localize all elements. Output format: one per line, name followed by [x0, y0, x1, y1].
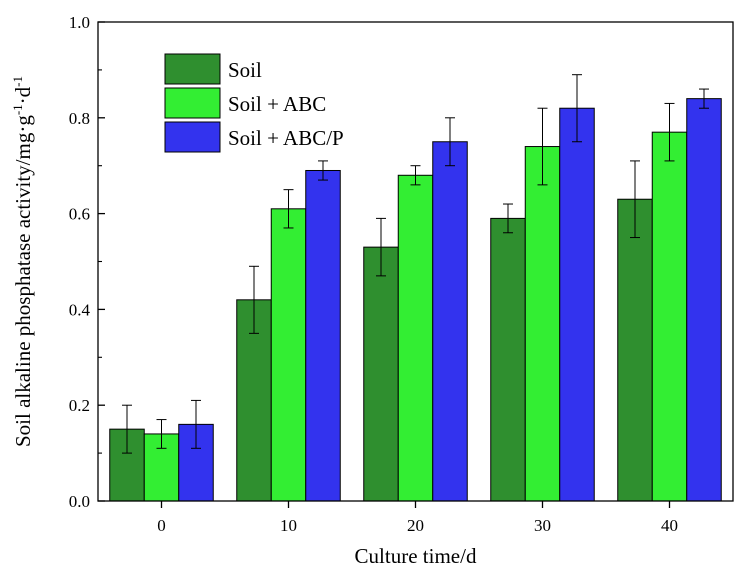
legend-swatch: [164, 87, 221, 119]
x-tick-label: 10: [280, 516, 297, 535]
y-axis-title: Soil alkaline phosphatase activity/mg·g-…: [10, 76, 35, 447]
y-axis-title-main: Soil alkaline phosphatase activity/mg·g: [11, 115, 35, 447]
x-axis: 0 10 20 30 40: [157, 501, 678, 535]
legend-label: Soil + ABC/P: [228, 126, 344, 150]
y-axis-title-sup-1: -1: [10, 104, 25, 115]
legend-label: Soil + ABC: [228, 92, 326, 116]
y-tick-label: 0.2: [69, 396, 90, 415]
y-tick-label: 0.8: [69, 109, 90, 128]
bar: [524, 146, 561, 502]
y-axis: 0.0 0.2 0.4 0.6 0.8 1.0: [69, 13, 105, 511]
y-tick-label: 0.4: [69, 300, 91, 319]
bars-layer: [109, 98, 722, 502]
legend-label: Soil: [228, 58, 262, 82]
x-tick-label: 0: [157, 516, 166, 535]
x-tick-label: 40: [661, 516, 678, 535]
y-tick-label: 0.6: [69, 205, 90, 224]
bar: [397, 174, 434, 502]
y-axis-title-mid: ·d: [11, 86, 35, 104]
legend-swatch: [164, 121, 221, 153]
bar: [432, 141, 468, 502]
bar: [559, 107, 595, 502]
bar: [305, 169, 341, 502]
x-tick-label: 20: [407, 516, 424, 535]
bar: [651, 131, 688, 502]
error-bars-layer: [122, 74, 709, 454]
x-axis-title: Culture time/d: [355, 544, 477, 568]
bar: [686, 98, 722, 502]
y-tick-label: 0.0: [69, 492, 90, 511]
bar: [270, 208, 307, 502]
legend: Soil Soil + ABC Soil + ABC/P: [164, 53, 344, 153]
legend-swatch: [164, 53, 221, 85]
y-axis-title-sup-2: -1: [10, 76, 25, 87]
x-tick-label: 30: [534, 516, 551, 535]
y-tick-label: 1.0: [69, 13, 90, 32]
bar: [490, 217, 526, 502]
bar: [363, 246, 399, 502]
bar: [617, 198, 653, 502]
